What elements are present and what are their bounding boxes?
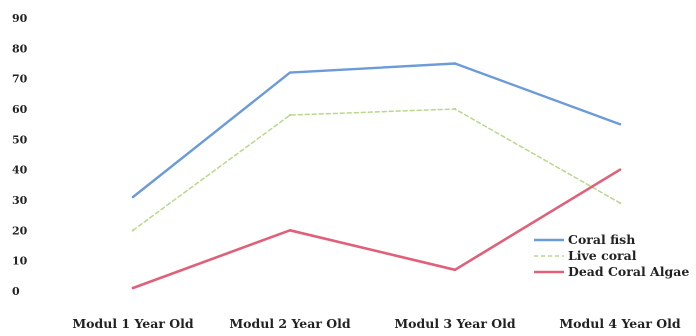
y-axis-ticks: 0 10 20 30 40 50 60 70 80 90: [12, 12, 28, 298]
data-point: [131, 286, 135, 290]
y-tick-label: 40: [12, 164, 28, 177]
x-tick-label: Modul 3 Year Old: [394, 316, 516, 331]
x-tick-label: Modul 1 Year Old: [72, 316, 194, 331]
legend-label: Live coral: [568, 248, 637, 263]
data-point: [288, 71, 292, 74]
data-point: [618, 168, 622, 171]
x-tick-label: Modul 4 Year Old: [559, 316, 681, 331]
data-point: [453, 62, 457, 65]
data-point: [453, 268, 457, 271]
x-axis-labels: Modul 1 Year Old Modul 2 Year Old Modul 3 …: [72, 316, 681, 331]
series-line-1: [131, 62, 622, 199]
y-tick-label: 0: [12, 285, 20, 298]
y-tick-label: 80: [12, 42, 28, 55]
y-tick-label: 10: [12, 255, 28, 268]
series-line-2: [132, 108, 621, 232]
series-line-3: [131, 168, 622, 290]
y-tick-label: 70: [12, 73, 28, 86]
y-tick-label: 60: [12, 103, 28, 116]
data-point: [453, 107, 457, 111]
data-point: [288, 229, 292, 232]
data-point: [288, 113, 292, 117]
legend-label: Dead Coral Algae: [568, 264, 689, 279]
y-tick-label: 30: [12, 194, 28, 207]
data-point: [618, 201, 622, 205]
data-point: [618, 122, 622, 126]
y-tick-label: 50: [12, 133, 28, 146]
legend-label: Coral fish: [568, 232, 635, 247]
data-point: [131, 229, 135, 232]
y-tick-label: 90: [12, 12, 28, 25]
y-tick-label: 20: [12, 224, 28, 237]
series-lines: [131, 62, 622, 290]
x-tick-label: Modul 2 Year Old: [229, 316, 351, 331]
data-point: [131, 195, 135, 199]
